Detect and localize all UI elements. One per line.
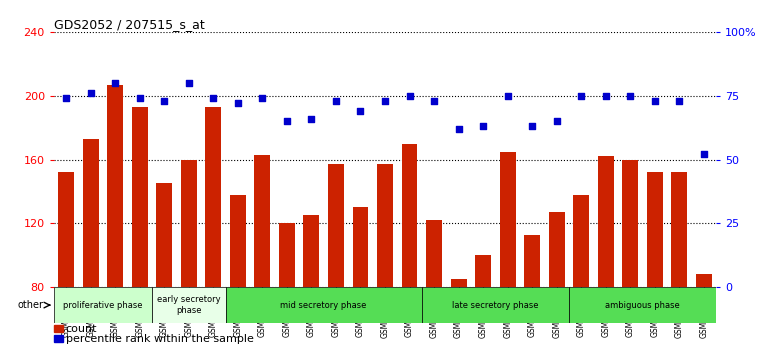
Bar bbox=[254, 155, 270, 354]
Text: mid secretory phase: mid secretory phase bbox=[280, 301, 367, 310]
Bar bbox=[569, 287, 716, 323]
Bar bbox=[230, 195, 246, 354]
Bar bbox=[82, 139, 99, 354]
Point bbox=[624, 93, 637, 98]
Text: percentile rank within the sample: percentile rank within the sample bbox=[65, 334, 253, 344]
Text: ambiguous phase: ambiguous phase bbox=[605, 301, 680, 310]
Bar bbox=[573, 195, 589, 354]
Bar bbox=[107, 85, 123, 354]
Point bbox=[281, 118, 293, 124]
Bar bbox=[59, 172, 74, 354]
Point bbox=[305, 116, 317, 121]
Bar bbox=[450, 279, 467, 354]
Bar bbox=[181, 160, 197, 354]
Bar bbox=[622, 160, 638, 354]
Bar bbox=[152, 287, 226, 323]
Point bbox=[109, 80, 122, 86]
Text: proliferative phase: proliferative phase bbox=[63, 301, 142, 310]
Bar bbox=[353, 207, 369, 354]
Point bbox=[330, 98, 342, 104]
Text: count: count bbox=[65, 324, 97, 334]
Point bbox=[60, 96, 72, 101]
Point bbox=[403, 93, 416, 98]
Point bbox=[526, 124, 538, 129]
Bar bbox=[279, 223, 295, 354]
Point bbox=[133, 96, 146, 101]
Bar bbox=[156, 183, 172, 354]
Text: GDS2052 / 207515_s_at: GDS2052 / 207515_s_at bbox=[54, 18, 205, 31]
Point bbox=[648, 98, 661, 104]
Point bbox=[182, 80, 195, 86]
Point bbox=[158, 98, 170, 104]
Bar bbox=[598, 156, 614, 354]
Point bbox=[575, 93, 588, 98]
Bar bbox=[54, 287, 152, 323]
Bar bbox=[422, 287, 569, 323]
Bar bbox=[671, 172, 688, 354]
Bar bbox=[696, 274, 711, 354]
Bar bbox=[54, 325, 62, 332]
Bar bbox=[303, 215, 320, 354]
Point bbox=[256, 96, 269, 101]
Point bbox=[85, 90, 97, 96]
Bar bbox=[402, 144, 417, 354]
Bar bbox=[206, 107, 221, 354]
Bar bbox=[426, 220, 442, 354]
Point bbox=[232, 101, 244, 106]
Point bbox=[379, 98, 391, 104]
Bar bbox=[132, 107, 148, 354]
Bar bbox=[226, 287, 422, 323]
Text: early secretory
phase: early secretory phase bbox=[157, 295, 221, 315]
Bar bbox=[647, 172, 663, 354]
Bar bbox=[549, 212, 564, 354]
Text: late secretory phase: late secretory phase bbox=[452, 301, 539, 310]
Text: other: other bbox=[18, 300, 44, 310]
Point bbox=[698, 152, 710, 157]
Point bbox=[551, 118, 563, 124]
Point bbox=[600, 93, 612, 98]
Point bbox=[477, 124, 489, 129]
Bar bbox=[377, 164, 393, 354]
Point bbox=[453, 126, 465, 132]
Bar bbox=[475, 255, 491, 354]
Bar bbox=[524, 235, 540, 354]
Point bbox=[207, 96, 219, 101]
Bar bbox=[500, 152, 516, 354]
Point bbox=[354, 108, 367, 114]
Point bbox=[501, 93, 514, 98]
Point bbox=[428, 98, 440, 104]
Bar bbox=[328, 164, 344, 354]
Bar bbox=[54, 335, 62, 342]
Point bbox=[673, 98, 685, 104]
